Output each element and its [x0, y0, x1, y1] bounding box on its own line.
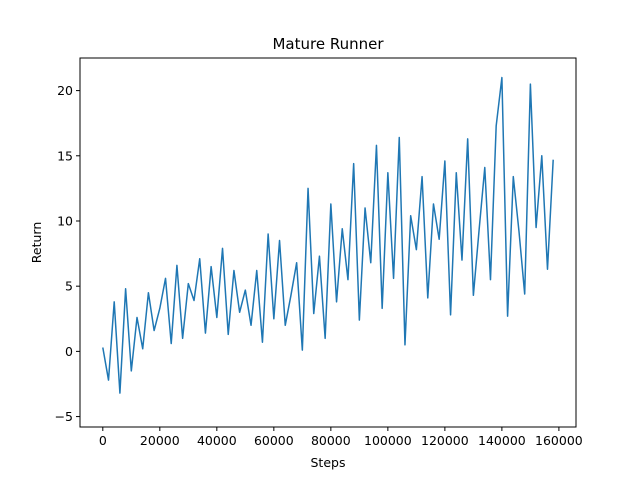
axes-frame [79, 57, 577, 428]
y-tick-label: 5 [65, 279, 73, 294]
x-tick-label: 80000 [311, 433, 351, 448]
y-axis-label: Return [29, 222, 44, 263]
y-tick-label: 10 [57, 213, 73, 228]
x-tick-label: 160000 [535, 433, 583, 448]
x-axis-ticks: 0 20000 40000 60000 80000 100000 120000 140000 1… [99, 427, 583, 448]
x-tick-label: 40000 [197, 433, 237, 448]
chart-title: Mature Runner [272, 35, 384, 53]
y-tick-label: −5 [55, 409, 73, 424]
x-axis-label: Steps [311, 455, 346, 470]
x-tick-label: 60000 [254, 433, 294, 448]
x-tick-label: 0 [99, 433, 107, 448]
x-tick-label: 140000 [478, 433, 526, 448]
x-tick-label: 20000 [140, 433, 180, 448]
x-tick-label: 100000 [364, 433, 412, 448]
series-line [102, 76, 554, 394]
y-tick-label: 20 [57, 83, 73, 98]
y-axis-ticks: −5 0 5 10 15 20 [55, 83, 80, 424]
y-tick-label: 0 [65, 344, 73, 359]
x-tick-label: 120000 [421, 433, 469, 448]
y-tick-label: 15 [57, 148, 73, 163]
